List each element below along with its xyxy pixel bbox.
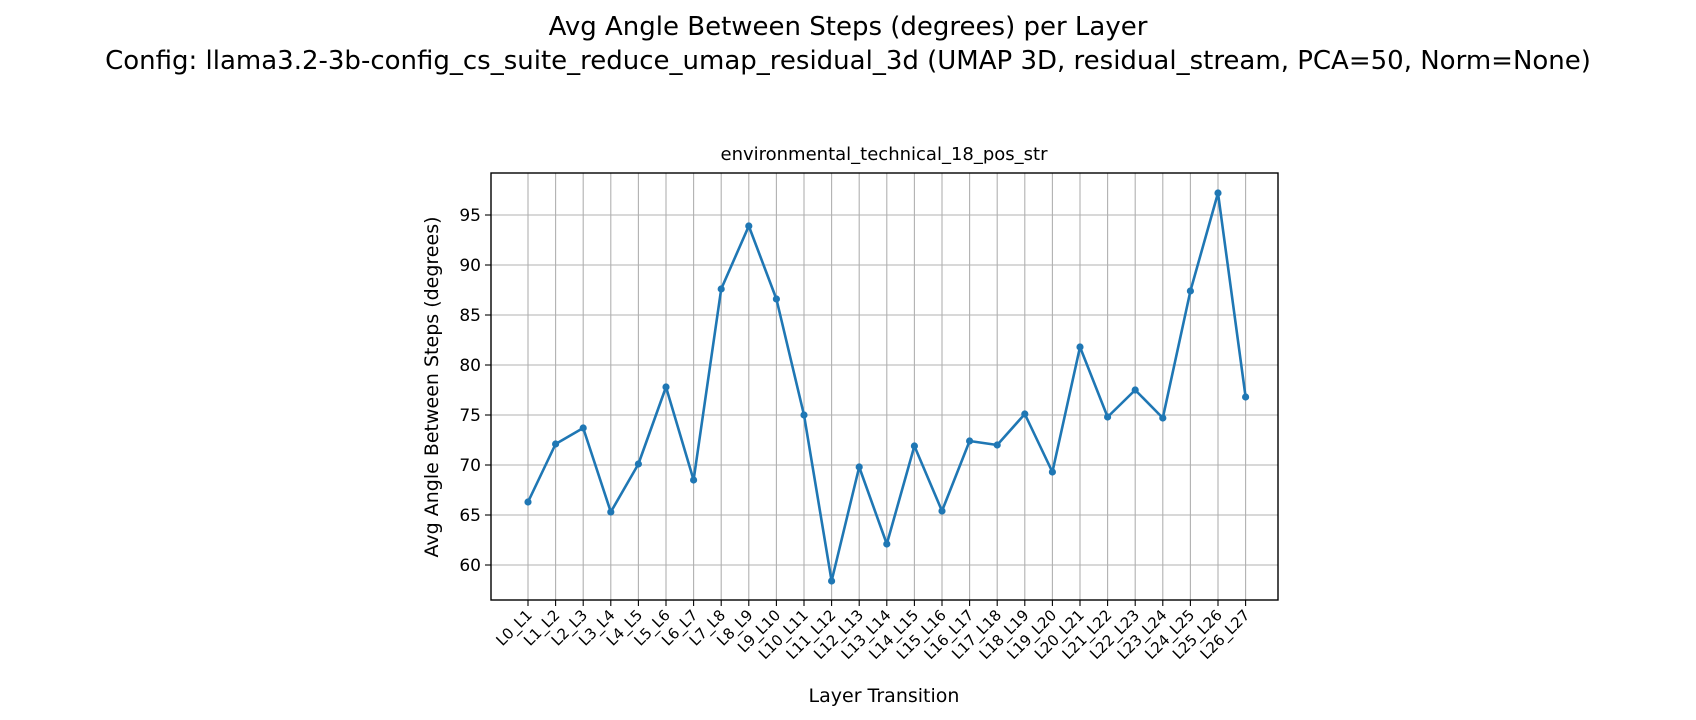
grid — [491, 173, 1278, 600]
data-point — [1186, 287, 1194, 295]
data-point — [634, 460, 643, 468]
data-point — [993, 441, 1001, 449]
y-axis-ticks: 60 65 70 75 80 85 90 95 — [459, 206, 491, 576]
plot-frame — [490, 172, 1279, 601]
data-point — [579, 424, 587, 432]
series-environmental-technical — [524, 189, 1250, 585]
chart-title: environmental_technical_18_pos_str — [721, 144, 1049, 165]
x-axis-label: Layer Transition — [809, 685, 960, 707]
data-point — [966, 437, 974, 445]
data-point — [1104, 413, 1112, 421]
figure-title-line-1: Avg Angle Between Steps (degrees) per La… — [548, 12, 1148, 42]
y-axis-label: Avg Angle Between Steps (degrees) — [421, 216, 443, 557]
data-point — [800, 411, 808, 419]
data-point — [1048, 468, 1056, 476]
data-point — [1131, 386, 1139, 394]
data-point — [552, 440, 560, 448]
figure-title-line-2: Config: llama3.2-3b-config_cs_suite_redu… — [105, 46, 1591, 76]
data-point — [828, 577, 836, 585]
data-point — [1242, 393, 1250, 401]
data-point — [717, 285, 725, 293]
y-tick-label: 65 — [459, 506, 481, 526]
data-point — [607, 508, 615, 516]
data-point — [883, 540, 891, 548]
data-point — [1214, 189, 1222, 197]
data-point — [1021, 410, 1029, 418]
data-point — [855, 463, 863, 471]
y-tick-label: 85 — [459, 306, 481, 326]
data-point — [690, 476, 698, 484]
data-point — [524, 498, 532, 506]
x-axis-ticks: L0_L1L1_L2L2_L3L3_L4L4_L5L5_L6L6_L7L7_L8… — [492, 600, 1254, 664]
data-point — [662, 383, 670, 391]
data-point — [938, 507, 946, 515]
data-point — [910, 442, 919, 450]
data-point — [1076, 343, 1084, 351]
y-tick-label: 70 — [459, 456, 481, 476]
data-point — [745, 222, 753, 230]
data-point — [1159, 414, 1167, 422]
data-point — [772, 295, 781, 303]
y-tick-label: 80 — [459, 356, 481, 376]
y-tick-label: 90 — [459, 256, 481, 276]
y-tick-label: 75 — [459, 406, 481, 426]
y-tick-label: 95 — [459, 206, 481, 226]
y-tick-label: 60 — [459, 556, 481, 576]
